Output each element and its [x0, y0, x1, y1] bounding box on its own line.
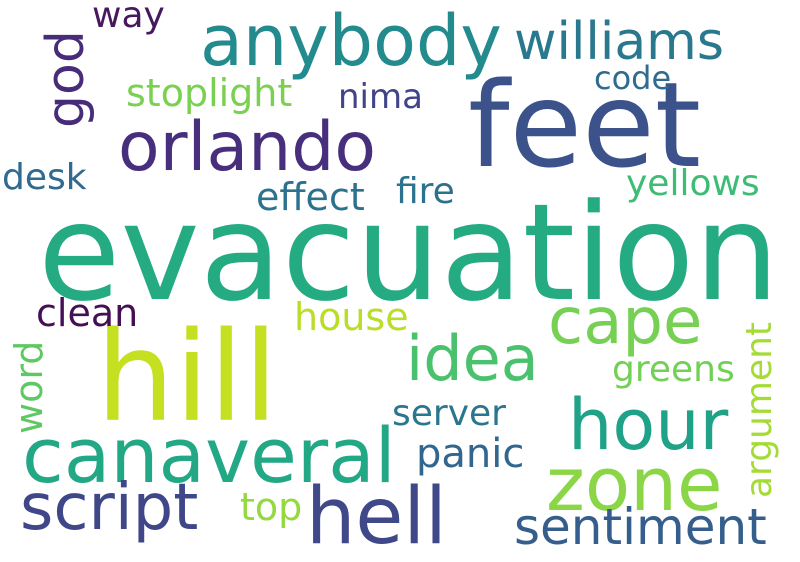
word-script: script	[20, 471, 199, 545]
word-hell: hell	[306, 472, 447, 562]
word-idea: idea	[406, 322, 539, 395]
word-stoplight: stoplight	[126, 71, 293, 115]
word-argument: argument	[739, 321, 780, 498]
word-hill: hill	[96, 306, 278, 450]
word-williams: williams	[514, 12, 724, 72]
word-cape: cape	[548, 285, 703, 359]
word-clean: clean	[36, 291, 139, 335]
word-nima: nima	[338, 77, 423, 117]
word-god: god	[36, 30, 96, 128]
word-feet: feet	[468, 56, 702, 194]
word-greens: greens	[612, 349, 735, 390]
word-hour: hour	[568, 384, 729, 466]
word-way: way	[92, 0, 165, 36]
word-top: top	[240, 485, 303, 529]
word-fire: fire	[396, 171, 455, 212]
word-zone: zone	[546, 442, 723, 528]
word-anybody: anybody	[200, 0, 502, 82]
word-canaveral: canaveral	[22, 411, 396, 500]
word-evacuation: evacuation	[38, 175, 780, 331]
word-server: server	[392, 393, 506, 434]
word-yellows: yellows	[626, 163, 760, 204]
word-panic: panic	[416, 431, 525, 477]
word-sentiment: sentiment	[514, 498, 767, 556]
word-desk: desk	[2, 157, 87, 198]
word-orlando: orlando	[118, 108, 376, 187]
word-effect: effect	[256, 175, 365, 219]
word-code: code	[594, 59, 672, 97]
word-house: house	[294, 295, 409, 339]
